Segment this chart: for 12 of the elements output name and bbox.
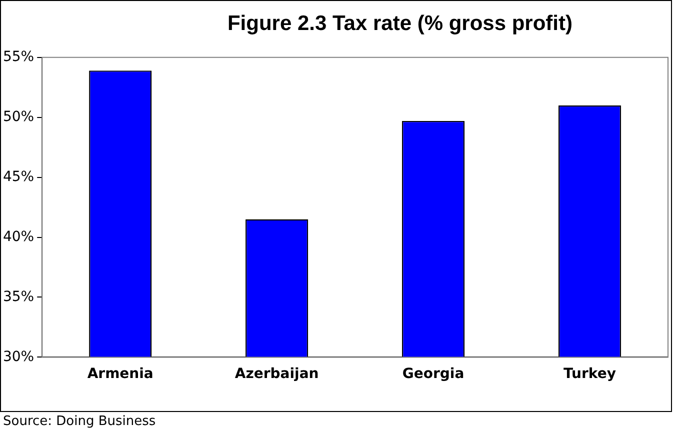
source-note: Source: Doing Business [3, 414, 156, 429]
y-tick-label: 35% [2, 288, 34, 305]
y-tick-label: 50% [2, 109, 34, 125]
chart-title: Figure 2.3 Tax rate (% gross profit) [226, 12, 574, 36]
x-tick-label: Georgia [402, 366, 464, 382]
y-tick-label: 30% [2, 348, 34, 365]
x-tick-label: Turkey [564, 366, 616, 382]
y-tick-label: 55% [2, 49, 34, 66]
x-tick-label: Azerbaijan [234, 366, 319, 382]
y-tick-label: 40% [2, 228, 34, 245]
x-tick-label: Armenia [87, 366, 154, 382]
y-tick-label: 45% [2, 168, 34, 185]
